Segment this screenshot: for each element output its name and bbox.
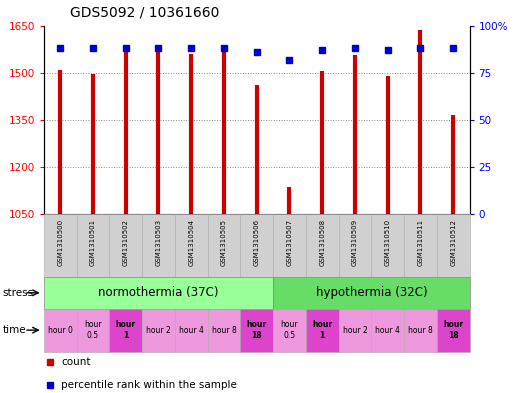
Text: hour
18: hour 18 [247, 320, 267, 340]
Bar [404, 309, 437, 352]
Text: hour 2: hour 2 [146, 326, 171, 334]
Bar [306, 214, 338, 277]
Text: hour 8: hour 8 [212, 326, 236, 334]
Bar [44, 309, 76, 352]
Text: GDS5092 / 10361660: GDS5092 / 10361660 [70, 6, 219, 20]
Bar [437, 309, 470, 352]
Bar [240, 309, 273, 352]
Bar [76, 214, 109, 277]
Bar [109, 309, 142, 352]
Text: hypothermia (32C): hypothermia (32C) [315, 286, 427, 299]
Text: hour 8: hour 8 [408, 326, 433, 334]
Text: stress: stress [3, 288, 34, 298]
Bar [142, 214, 175, 277]
Text: hour
0.5: hour 0.5 [281, 320, 298, 340]
Bar [273, 277, 470, 309]
Text: GSM1310502: GSM1310502 [123, 219, 128, 266]
Text: GSM1310510: GSM1310510 [385, 219, 391, 266]
Bar [44, 277, 273, 309]
Text: GSM1310505: GSM1310505 [221, 219, 227, 266]
Bar [338, 309, 372, 352]
Text: GSM1310509: GSM1310509 [352, 219, 358, 266]
Bar [404, 214, 437, 277]
Text: hour 4: hour 4 [179, 326, 204, 334]
Bar [437, 214, 470, 277]
Text: hour 2: hour 2 [343, 326, 367, 334]
Text: count: count [61, 357, 90, 367]
Bar [372, 309, 404, 352]
Bar [273, 309, 306, 352]
Bar [273, 214, 306, 277]
Text: hour 4: hour 4 [375, 326, 400, 334]
Bar [175, 214, 207, 277]
Text: time: time [3, 325, 26, 335]
Bar [306, 309, 338, 352]
Text: GSM1310506: GSM1310506 [254, 219, 260, 266]
Text: hour
0.5: hour 0.5 [84, 320, 102, 340]
Text: GSM1310512: GSM1310512 [450, 219, 456, 266]
Bar [338, 214, 372, 277]
Text: GSM1310511: GSM1310511 [417, 219, 424, 266]
Text: normothermia (37C): normothermia (37C) [98, 286, 219, 299]
Text: GSM1310503: GSM1310503 [155, 219, 162, 266]
Text: hour 0: hour 0 [48, 326, 73, 334]
Text: GSM1310507: GSM1310507 [286, 219, 293, 266]
Bar [142, 309, 175, 352]
Text: GSM1310504: GSM1310504 [188, 219, 194, 266]
Text: GSM1310501: GSM1310501 [90, 219, 96, 266]
Bar [372, 214, 404, 277]
Text: percentile rank within the sample: percentile rank within the sample [61, 380, 237, 390]
Bar [175, 309, 207, 352]
Bar [207, 309, 240, 352]
Text: hour
1: hour 1 [312, 320, 332, 340]
Bar [240, 214, 273, 277]
Bar [44, 214, 76, 277]
Bar [76, 309, 109, 352]
Text: hour
18: hour 18 [443, 320, 463, 340]
Bar [109, 214, 142, 277]
Bar [207, 214, 240, 277]
Text: hour
1: hour 1 [116, 320, 136, 340]
Text: GSM1310508: GSM1310508 [319, 219, 325, 266]
Text: GSM1310500: GSM1310500 [57, 219, 63, 266]
